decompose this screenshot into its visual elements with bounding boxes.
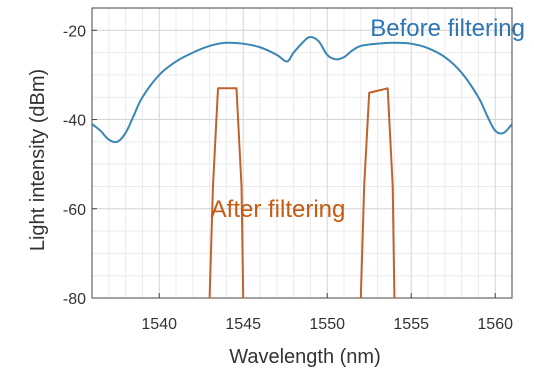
y-tick-label: -40 — [63, 113, 86, 130]
y-tick-label: -60 — [63, 202, 86, 219]
before-filtering-label: Before filtering — [370, 15, 525, 42]
after-filtering-line — [208, 87, 396, 298]
grid — [91, 7, 513, 299]
y-tick-label: -80 — [63, 291, 86, 308]
x-tick-label: 1555 — [393, 316, 429, 333]
y-axis-label: Light intensity (dBm) — [27, 69, 49, 251]
before-filtering-line — [92, 36, 512, 144]
x-tick-label: 1560 — [477, 316, 513, 333]
plot-frame — [91, 7, 513, 299]
x-axis-label: Wavelength (nm) — [229, 346, 381, 368]
axis-ticks: 1540 1545 1550 1555 1560 -80 -60 -40 -20 — [63, 23, 513, 333]
y-tick-label: -20 — [63, 23, 86, 40]
series-layer — [92, 36, 512, 298]
x-tick-label: 1550 — [309, 316, 345, 333]
x-tick-label: 1545 — [225, 316, 261, 333]
after-filtering-label: After filtering — [211, 196, 346, 223]
x-tick-label: 1540 — [141, 316, 177, 333]
